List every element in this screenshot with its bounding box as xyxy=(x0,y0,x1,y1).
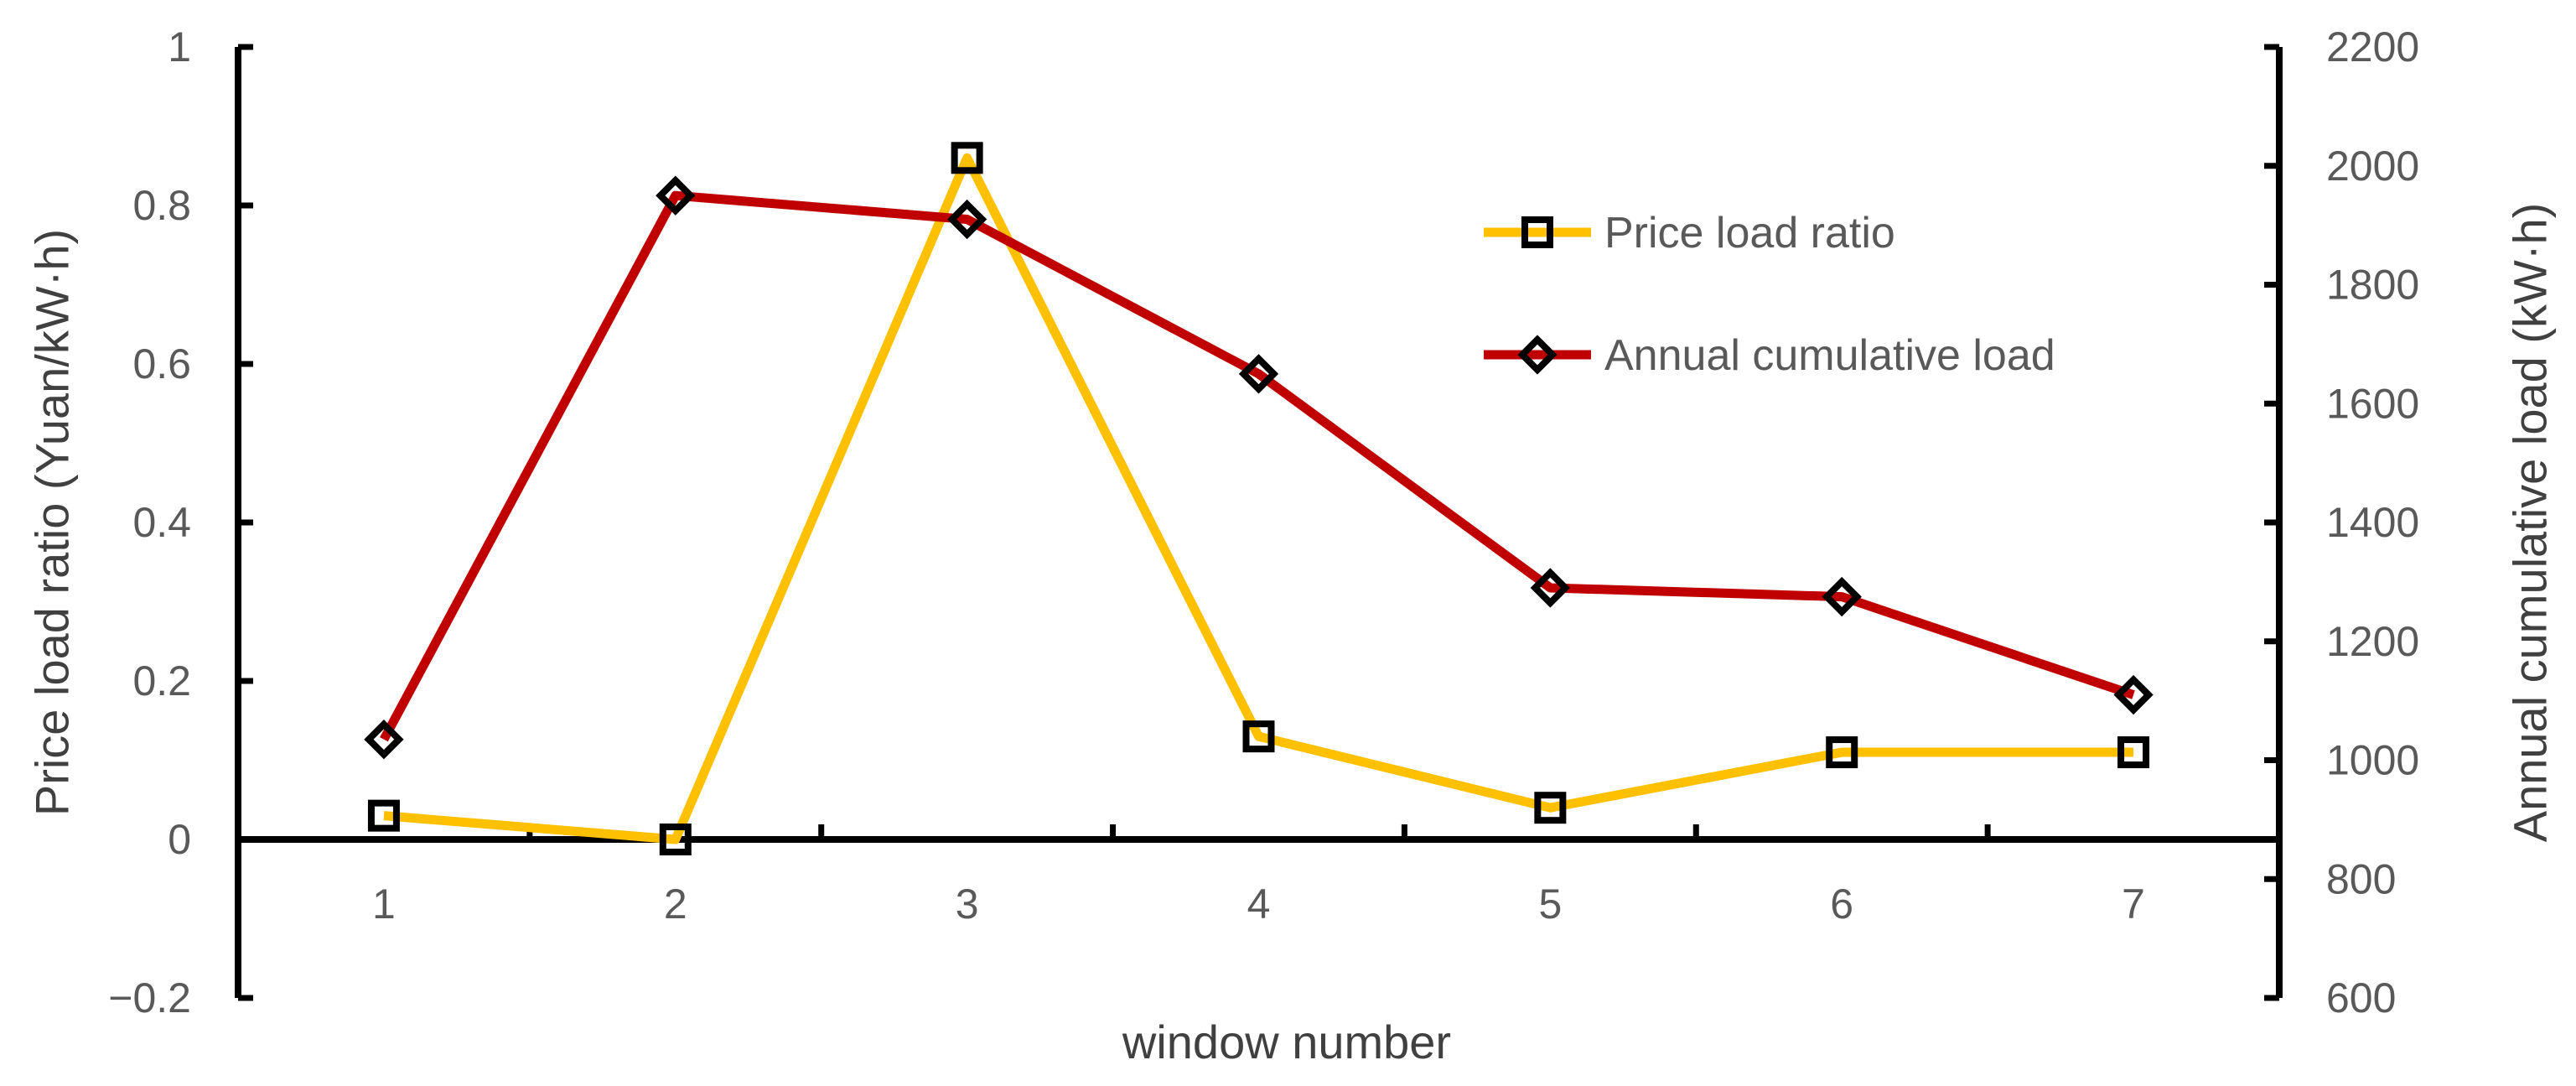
marker-square xyxy=(2117,736,2150,769)
series-price-load-ratio xyxy=(367,142,2150,855)
marker-diamond xyxy=(364,720,404,760)
right-axis-title: Annual cumulative load (kW·h) xyxy=(2504,203,2557,843)
x-axis-tick-label: 4 xyxy=(1247,881,1271,928)
left-axis-tick-label: 0.2 xyxy=(132,657,191,704)
legend-swatches xyxy=(1484,216,1591,375)
left-axis-tick-label: −0.2 xyxy=(108,974,191,1021)
marker-diamond xyxy=(1530,568,1571,608)
marker-square xyxy=(1826,736,1858,769)
marker-square xyxy=(951,142,983,174)
series-line xyxy=(383,153,2134,844)
legend-label-price-load-ratio: Price load ratio xyxy=(1604,209,1895,257)
x-axis-tick-label: 1 xyxy=(372,881,396,928)
x-axis-tick-label: 2 xyxy=(664,881,687,928)
marker-diamond xyxy=(1238,354,1279,394)
left-axis-tick-label: 1 xyxy=(168,23,191,70)
x-axis-tick-label: 6 xyxy=(1830,881,1853,928)
right-axis-tick-label: 600 xyxy=(2326,974,2396,1021)
left-axis-tick-label: 0 xyxy=(168,816,191,863)
right-axis-tick-label: 2200 xyxy=(2326,23,2419,70)
marker-square xyxy=(659,824,692,855)
marker-diamond xyxy=(656,175,696,216)
right-axis-tick-label: 1800 xyxy=(2326,262,2419,309)
left-axis-tick-label: 0.4 xyxy=(132,499,191,546)
marker-diamond xyxy=(1517,335,1558,375)
left-axis-title: Price load ratio (Yuan/kW·h) xyxy=(26,229,79,816)
marker-diamond xyxy=(946,199,987,240)
left-axis-tick-label: 0.6 xyxy=(132,340,191,387)
marker-square xyxy=(1242,720,1275,753)
x-axis-tick-label: 7 xyxy=(2122,881,2145,928)
axes: 10.80.60.40.20−0.22200200018001600140012… xyxy=(108,23,2419,1021)
right-axis-tick-label: 1400 xyxy=(2326,499,2419,546)
right-axis-tick-label: 1600 xyxy=(2326,380,2419,427)
series-annual-cumulative-load xyxy=(364,175,2154,760)
right-axis-tick-label: 1000 xyxy=(2326,737,2419,784)
marker-square xyxy=(1534,792,1567,824)
marker-square xyxy=(1521,216,1553,248)
x-axis-title: window number xyxy=(1122,1016,1451,1068)
marker-square xyxy=(367,799,400,832)
right-axis-tick-label: 800 xyxy=(2326,855,2396,902)
marker-diamond xyxy=(1822,576,1862,617)
legend-label-annual-cumulative-load: Annual cumulative load xyxy=(1604,331,2055,380)
left-axis-tick-label: 0.8 xyxy=(132,182,191,229)
series-line xyxy=(380,190,2135,742)
right-axis-tick-label: 2000 xyxy=(2326,143,2419,190)
data-series xyxy=(364,142,2154,855)
marker-diamond xyxy=(2113,674,2154,715)
x-axis-tick-label: 3 xyxy=(956,881,979,928)
x-axis-tick-label: 5 xyxy=(1538,881,1562,928)
right-axis-tick-label: 1200 xyxy=(2326,618,2419,665)
